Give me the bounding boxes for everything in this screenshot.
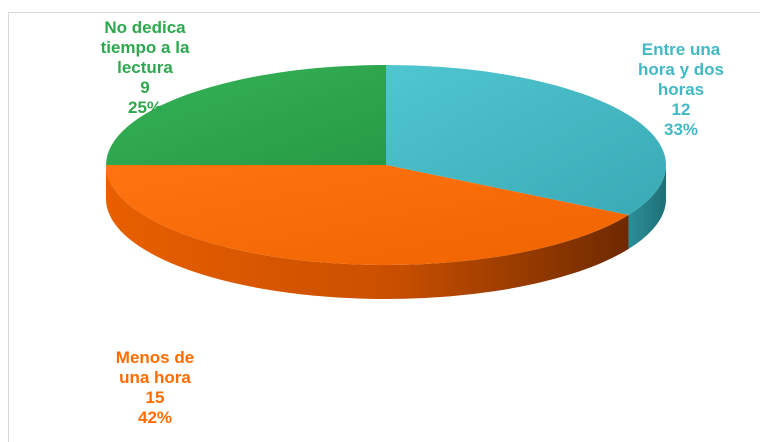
data-label-line: No dedica (104, 18, 186, 37)
data-label-line: hora y dos (638, 60, 724, 79)
data-label-line: lectura (117, 58, 173, 77)
pie-slice-side-menos-de-una-hora (106, 165, 629, 300)
data-label-percent: 25% (127, 98, 163, 117)
pie-slice-no-dedica-tiempo-a-la-lectura (106, 65, 386, 165)
pie-chart (106, 65, 666, 300)
pie-slice-menos-de-una-hora (106, 165, 629, 265)
data-label-percent: 42% (137, 408, 173, 427)
data-label-line: tiempo a la (100, 38, 190, 57)
chart-frame (8, 12, 760, 442)
data-label-value: 15 (145, 388, 165, 407)
data-label-line: Entre una (641, 40, 721, 59)
data-label-no-dedica-tiempo-a-la-lectura: No dedica tiempo a la lectura 9 25% (70, 18, 220, 118)
data-label-percent: 33% (663, 120, 699, 139)
data-label-value: 9 (140, 78, 150, 97)
data-label-entre-una-hora-y-dos-horas: Entre una hora y dos horas 12 33% (606, 40, 756, 140)
pie-slice-entre-una-hora-y-dos-horas (386, 65, 666, 215)
data-label-line: horas (657, 80, 705, 99)
data-label-value: 12 (671, 100, 691, 119)
data-label-menos-de-una-hora: Menos de una hora 15 42% (80, 348, 230, 428)
data-label-line: una hora (119, 368, 191, 387)
data-label-line: Menos de (115, 348, 195, 367)
pie-slice-side-entre-una-hora-y-dos-horas (628, 165, 666, 249)
